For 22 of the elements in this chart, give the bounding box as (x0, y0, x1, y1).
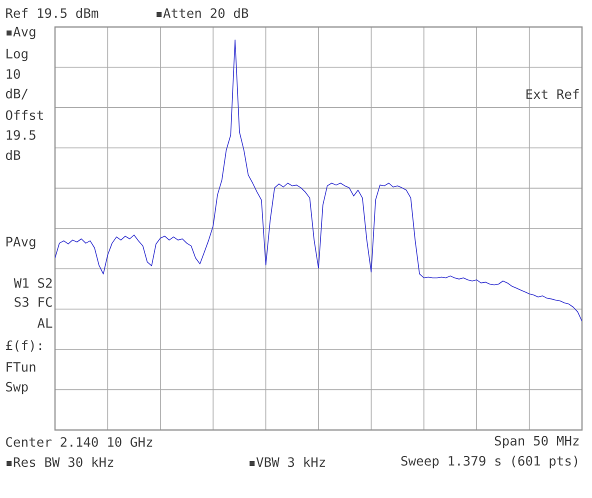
text: 10 (6, 69, 20, 79)
text: W1 S2 (14, 278, 52, 288)
text: ▪Avg (6, 26, 36, 40)
text: S3 FC (14, 297, 52, 307)
text: Sweep 1.379 s (601 pts) (401, 456, 578, 468)
text: 19.5 (6, 130, 36, 140)
text: PAvg (6, 236, 36, 250)
text: ▪Atten 20 dB (156, 8, 248, 18)
text: ▪VBW 3 kHz (250, 456, 325, 467)
annotation: Ext Ref (526, 88, 579, 100)
text: ▪Res BW 30 kHz (6, 456, 114, 467)
text: Center 2.140 10 GHz (6, 437, 152, 447)
text: dB (6, 150, 20, 160)
text: Ref 19.5 dBm (6, 8, 98, 18)
text: £(f): (6, 340, 42, 352)
text: Offst (6, 110, 43, 120)
text: FTun (6, 362, 36, 372)
text: AL (37, 318, 52, 328)
text: Log (6, 48, 28, 62)
text: dB/ (6, 88, 28, 100)
text: Swp (6, 382, 28, 394)
text: Span 50 MHz (494, 436, 579, 448)
